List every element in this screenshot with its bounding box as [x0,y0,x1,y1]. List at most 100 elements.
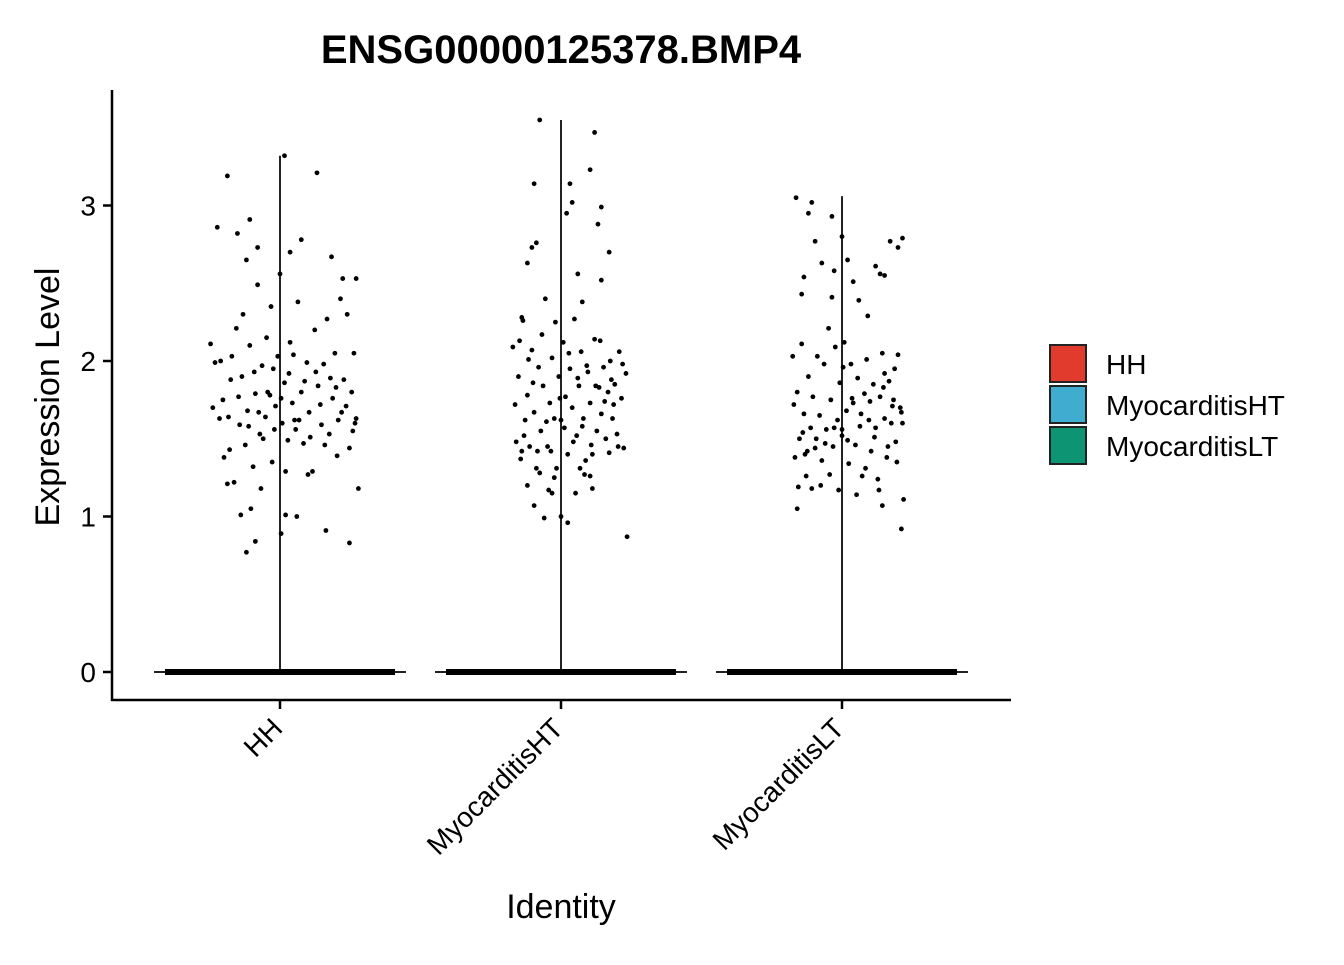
point-MyocarditisHT-49 [583,458,589,463]
point-MyocarditisLT-16 [877,271,883,277]
point-MyocarditisLT-42 [837,380,843,386]
point-MyocarditisHT-80 [566,350,572,356]
point-HH-74 [246,423,252,429]
point-MyocarditisHT-31 [542,296,548,302]
legend-swatch-MyocarditisLT [1049,426,1087,465]
point-MyocarditisLT-81 [836,487,842,493]
point-MyocarditisHT-90 [611,402,617,407]
point-HH-19 [224,481,230,487]
zero-points-MyocarditisHT [446,669,676,675]
point-HH-75 [251,369,257,375]
point-MyocarditisLT-10 [839,234,845,240]
point-HH-98 [248,506,254,512]
point-MyocarditisHT-62 [612,381,618,387]
point-HH-1 [224,173,230,179]
point-MyocarditisHT-104 [573,490,578,496]
point-HH-65 [351,350,357,356]
point-MyocarditisHT-109 [609,377,614,383]
point-MyocarditisLT-87 [863,465,868,471]
point-MyocarditisHT-38 [558,417,564,423]
point-MyocarditisHT-24 [527,444,533,449]
point-MyocarditisLT-76 [813,436,819,442]
point-HH-70 [226,414,231,420]
point-MyocarditisLT-17 [882,273,887,278]
point-MyocarditisLT-33 [817,413,822,418]
point-MyocarditisHT-68 [512,402,518,407]
point-MyocarditisHT-21 [520,318,526,323]
point-MyocarditisHT-16 [598,277,604,283]
point-MyocarditisHT-36 [554,465,559,471]
point-HH-83 [286,371,292,376]
x-axis-label: Identity [506,888,616,926]
point-HH-27 [247,343,253,348]
point-MyocarditisHT-2 [529,245,535,250]
point-MyocarditisLT-66 [891,397,896,403]
point-MyocarditisHT-73 [535,448,540,454]
point-HH-105 [347,540,352,546]
point-MyocarditisLT-21 [790,353,796,359]
x-tick-label-MyocarditisHT: MyocarditisHT [421,712,569,860]
point-MyocarditisLT-57 [870,381,876,387]
point-MyocarditisLT-72 [795,484,801,490]
point-MyocarditisLT-39 [830,444,836,449]
legend-swatch-HH [1049,344,1087,383]
point-HH-101 [278,531,284,537]
point-HH-28 [250,464,256,470]
point-MyocarditisLT-38 [828,397,834,403]
point-MyocarditisLT-18 [887,238,893,244]
point-MyocarditisLT-45 [844,408,849,414]
point-MyocarditisHT-48 [581,416,586,421]
point-MyocarditisHT-61 [610,416,615,421]
point-HH-24 [239,374,245,379]
point-MyocarditisHT-11 [587,167,593,173]
point-MyocarditisHT-56 [598,411,604,417]
point-HH-13 [277,271,283,277]
point-HH-3 [282,153,287,159]
point-MyocarditisHT-43 [569,405,575,411]
point-MyocarditisLT-68 [895,352,901,358]
point-MyocarditisHT-54 [594,428,600,434]
point-MyocarditisHT-44 [572,316,577,322]
point-HH-5 [298,237,304,243]
point-MyocarditisHT-6 [564,210,569,216]
y-axis-ticks: 0 1 2 3 [80,191,112,688]
point-HH-78 [264,335,269,341]
legend-label-MyocarditisLT: MyocarditisLT [1106,431,1278,462]
point-MyocarditisLT-24 [797,436,802,442]
point-HH-85 [296,417,302,423]
point-HH-76 [256,409,262,415]
point-HH-88 [313,369,319,375]
point-MyocarditisLT-9 [831,268,837,274]
point-MyocarditisHT-18 [513,439,519,445]
point-MyocarditisHT-57 [601,364,606,370]
point-MyocarditisLT-15 [873,263,878,269]
point-MyocarditisLT-40 [832,344,838,350]
point-MyocarditisLT-13 [856,297,862,303]
point-HH-30 [255,282,260,288]
point-HH-64 [349,389,355,395]
point-HH-100 [258,486,264,491]
x-tick-label-HH: HH [238,712,289,763]
point-MyocarditisHT-98 [549,490,555,496]
point-HH-44 [293,427,299,432]
point-MyocarditisHT-22 [522,417,528,423]
point-MyocarditisHT-89 [606,450,612,456]
point-HH-89 [317,402,323,407]
point-HH-56 [326,431,332,437]
point-HH-23 [237,422,243,428]
x-axis-ticks: HH MyocarditisHT MyocarditisLT [238,700,850,861]
point-HH-91 [328,375,333,381]
point-MyocarditisHT-92 [620,361,625,367]
point-MyocarditisLT-22 [792,455,798,460]
point-MyocarditisLT-56 [868,448,874,454]
point-MyocarditisHT-81 [570,439,576,445]
point-MyocarditisLT-64 [886,378,892,384]
point-MyocarditisLT-36 [823,427,829,432]
point-MyocarditisLT-77 [818,483,824,488]
point-MyocarditisHT-46 [576,383,582,389]
y-tick-label-2: 2 [80,346,96,377]
point-MyocarditisHT-42 [567,366,573,372]
point-MyocarditisHT-20 [518,456,524,462]
point-MyocarditisHT-23 [525,392,530,398]
legend-swatch-MyocarditisHT [1049,385,1087,424]
